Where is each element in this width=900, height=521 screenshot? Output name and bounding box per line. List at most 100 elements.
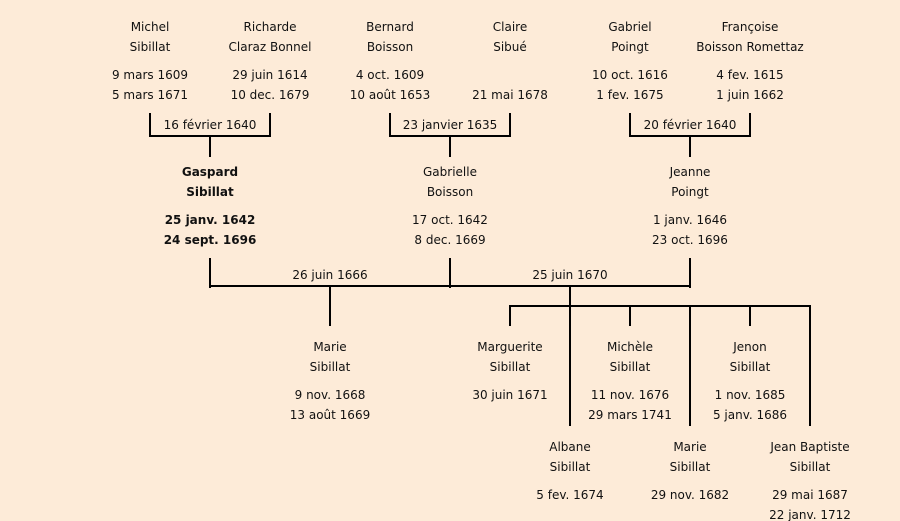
birth-date: 9 mars 1609	[111, 68, 189, 82]
marriage-date: 16 février 1640	[163, 118, 257, 132]
birth-date: 4 oct. 1609	[355, 68, 425, 82]
death-date: 24 sept. 1696	[163, 233, 257, 247]
birth-date: 11 nov. 1676	[590, 388, 670, 402]
death-date	[445, 405, 575, 425]
first-name: Françoise	[721, 20, 779, 34]
person-francoise-boisson-romettaz: Françoise Boisson Romettaz 4 fev. 1615 1 ju…	[685, 17, 815, 105]
connector	[809, 305, 811, 426]
spacer	[625, 202, 755, 210]
spacer	[505, 477, 635, 485]
person-jenon-sibillat: Jenon Sibillat 1 nov. 1685 5 janv. 1686	[685, 337, 815, 425]
first-name: Richarde	[243, 20, 297, 34]
first-name: Marie	[313, 340, 347, 354]
spacer	[445, 377, 575, 385]
person-richarde-claraz-bonnel: Richarde Claraz Bonnel 29 juin 1614 10 dec.…	[205, 17, 335, 105]
spacer	[145, 202, 275, 210]
connector	[389, 113, 391, 137]
last-name: Claraz Bonnel	[228, 40, 312, 54]
death-date: 21 mai 1678	[472, 88, 548, 102]
connector	[329, 285, 331, 326]
spacer	[325, 57, 455, 65]
birth-date: 10 oct. 1616	[592, 68, 668, 82]
death-date: 5 mars 1671	[111, 88, 189, 102]
connector	[629, 113, 631, 137]
connector	[689, 135, 691, 157]
first-name: Jenon	[733, 340, 767, 354]
death-date: 29 mars 1741	[588, 408, 672, 422]
connector	[509, 305, 811, 307]
connector	[749, 113, 751, 137]
death-date	[505, 505, 635, 521]
death-date: 22 janv. 1712	[769, 508, 851, 521]
first-name: Michèle	[607, 340, 653, 354]
connector	[209, 135, 211, 157]
connector	[509, 113, 511, 137]
person-michele-sibillat: Michèle Sibillat 11 nov. 1676 29 mars 1741	[565, 337, 695, 425]
connector	[689, 305, 691, 426]
person-gaspard-sibillat: Gaspard Sibillat 25 janv. 1642 24 sept. 169…	[145, 162, 275, 250]
last-name: Sibillat	[789, 460, 831, 474]
birth-date	[445, 65, 575, 85]
connector	[449, 135, 451, 157]
connector	[569, 305, 571, 426]
death-date: 8 dec. 1669	[414, 233, 486, 247]
first-name: Michel	[130, 20, 170, 34]
first-name: Gabrielle	[423, 165, 477, 179]
last-name: Boisson	[426, 185, 474, 199]
connector	[209, 285, 691, 287]
connector	[209, 258, 211, 288]
last-name: Sibillat	[489, 360, 531, 374]
spacer	[445, 57, 575, 65]
person-claire-sibue: Claire Sibué 21 mai 1678	[445, 17, 575, 105]
death-date: 1 juin 1662	[716, 88, 784, 102]
person-marie-sibillat-1668: Marie Sibillat 9 nov. 1668 13 août 1669	[265, 337, 395, 425]
last-name: Sibillat	[129, 40, 171, 54]
connector	[569, 285, 571, 307]
spacer	[205, 57, 335, 65]
person-marie-sibillat-1682: Marie Sibillat 29 nov. 1682	[625, 437, 755, 521]
birth-date: 30 juin 1671	[472, 388, 548, 402]
last-name: Boisson Romettaz	[696, 40, 804, 54]
death-date: 10 août 1653	[349, 88, 431, 102]
marriage-date: 26 juin 1666	[292, 268, 368, 282]
birth-date: 29 juin 1614	[232, 68, 308, 82]
death-date	[625, 505, 755, 521]
first-name: Jeanne	[669, 165, 711, 179]
last-name: Sibillat	[669, 460, 711, 474]
last-name: Poingt	[611, 40, 649, 54]
birth-date: 29 nov. 1682	[650, 488, 730, 502]
last-name: Sibué	[493, 40, 527, 54]
last-name: Sibillat	[549, 460, 591, 474]
first-name: Bernard	[366, 20, 414, 34]
person-jean-baptiste-sibillat: Jean Baptiste Sibillat 29 mai 1687 22 janv.…	[745, 437, 875, 521]
spacer	[745, 477, 875, 485]
spacer	[565, 57, 695, 65]
person-marguerite-sibillat: Marguerite Sibillat 30 juin 1671	[445, 337, 575, 425]
marriage-date: 23 janvier 1635	[402, 118, 498, 132]
last-name: Sibillat	[609, 360, 651, 374]
death-date: 13 août 1669	[289, 408, 371, 422]
spacer	[625, 477, 755, 485]
first-name: Marie	[673, 440, 707, 454]
last-name: Sibillat	[729, 360, 771, 374]
connector	[629, 305, 631, 326]
birth-date: 1 nov. 1685	[714, 388, 786, 402]
first-name: Gabriel	[608, 20, 652, 34]
person-gabriel-poingt: Gabriel Poingt 10 oct. 1616 1 fev. 1675	[565, 17, 695, 105]
first-name: Claire	[492, 20, 528, 34]
connector	[149, 113, 151, 137]
birth-date: 25 janv. 1642	[164, 213, 256, 227]
first-name: Albane	[549, 440, 591, 454]
person-albane-sibillat: Albane Sibillat 5 fev. 1674	[505, 437, 635, 521]
birth-date: 9 nov. 1668	[294, 388, 366, 402]
person-jeanne-poingt: Jeanne Poingt 1 janv. 1646 23 oct. 1696	[625, 162, 755, 250]
person-michel-sibillat: Michel Sibillat 9 mars 1609 5 mars 1671	[85, 17, 215, 105]
first-name: Gaspard	[181, 165, 239, 179]
person-bernard-boisson: Bernard Boisson 4 oct. 1609 10 août 1653	[325, 17, 455, 105]
last-name: Sibillat	[186, 185, 234, 199]
birth-date: 5 fev. 1674	[536, 488, 604, 502]
marriage-date: 20 février 1640	[643, 118, 737, 132]
connector	[449, 258, 451, 288]
death-date: 10 dec. 1679	[230, 88, 310, 102]
